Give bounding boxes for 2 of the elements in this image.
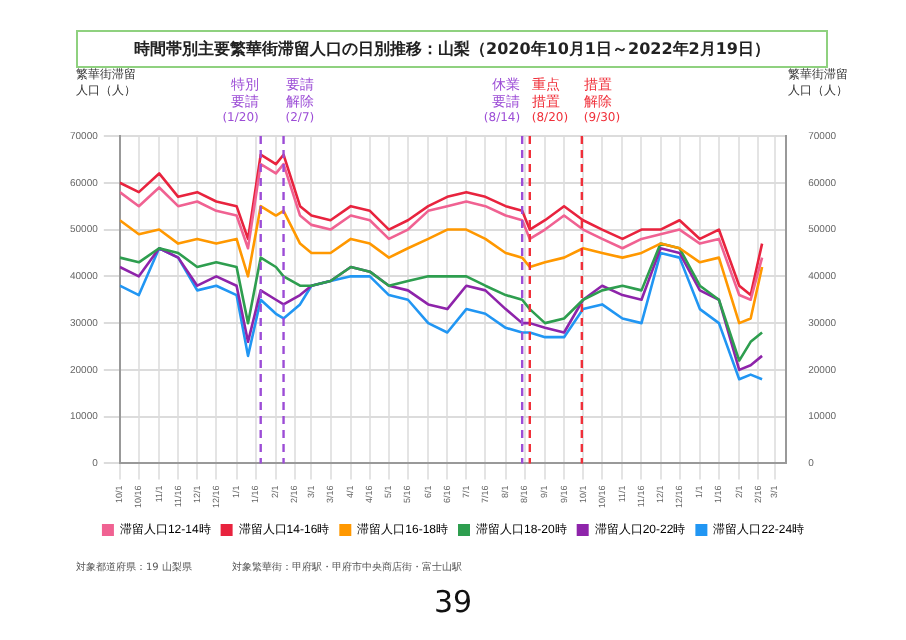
- chart-title: 時間帯別主要繁華街滞留人口の日別推移：山梨（2020年10月1日～2022年2月19日）: [76, 30, 828, 68]
- text: 39: [431, 584, 475, 620]
